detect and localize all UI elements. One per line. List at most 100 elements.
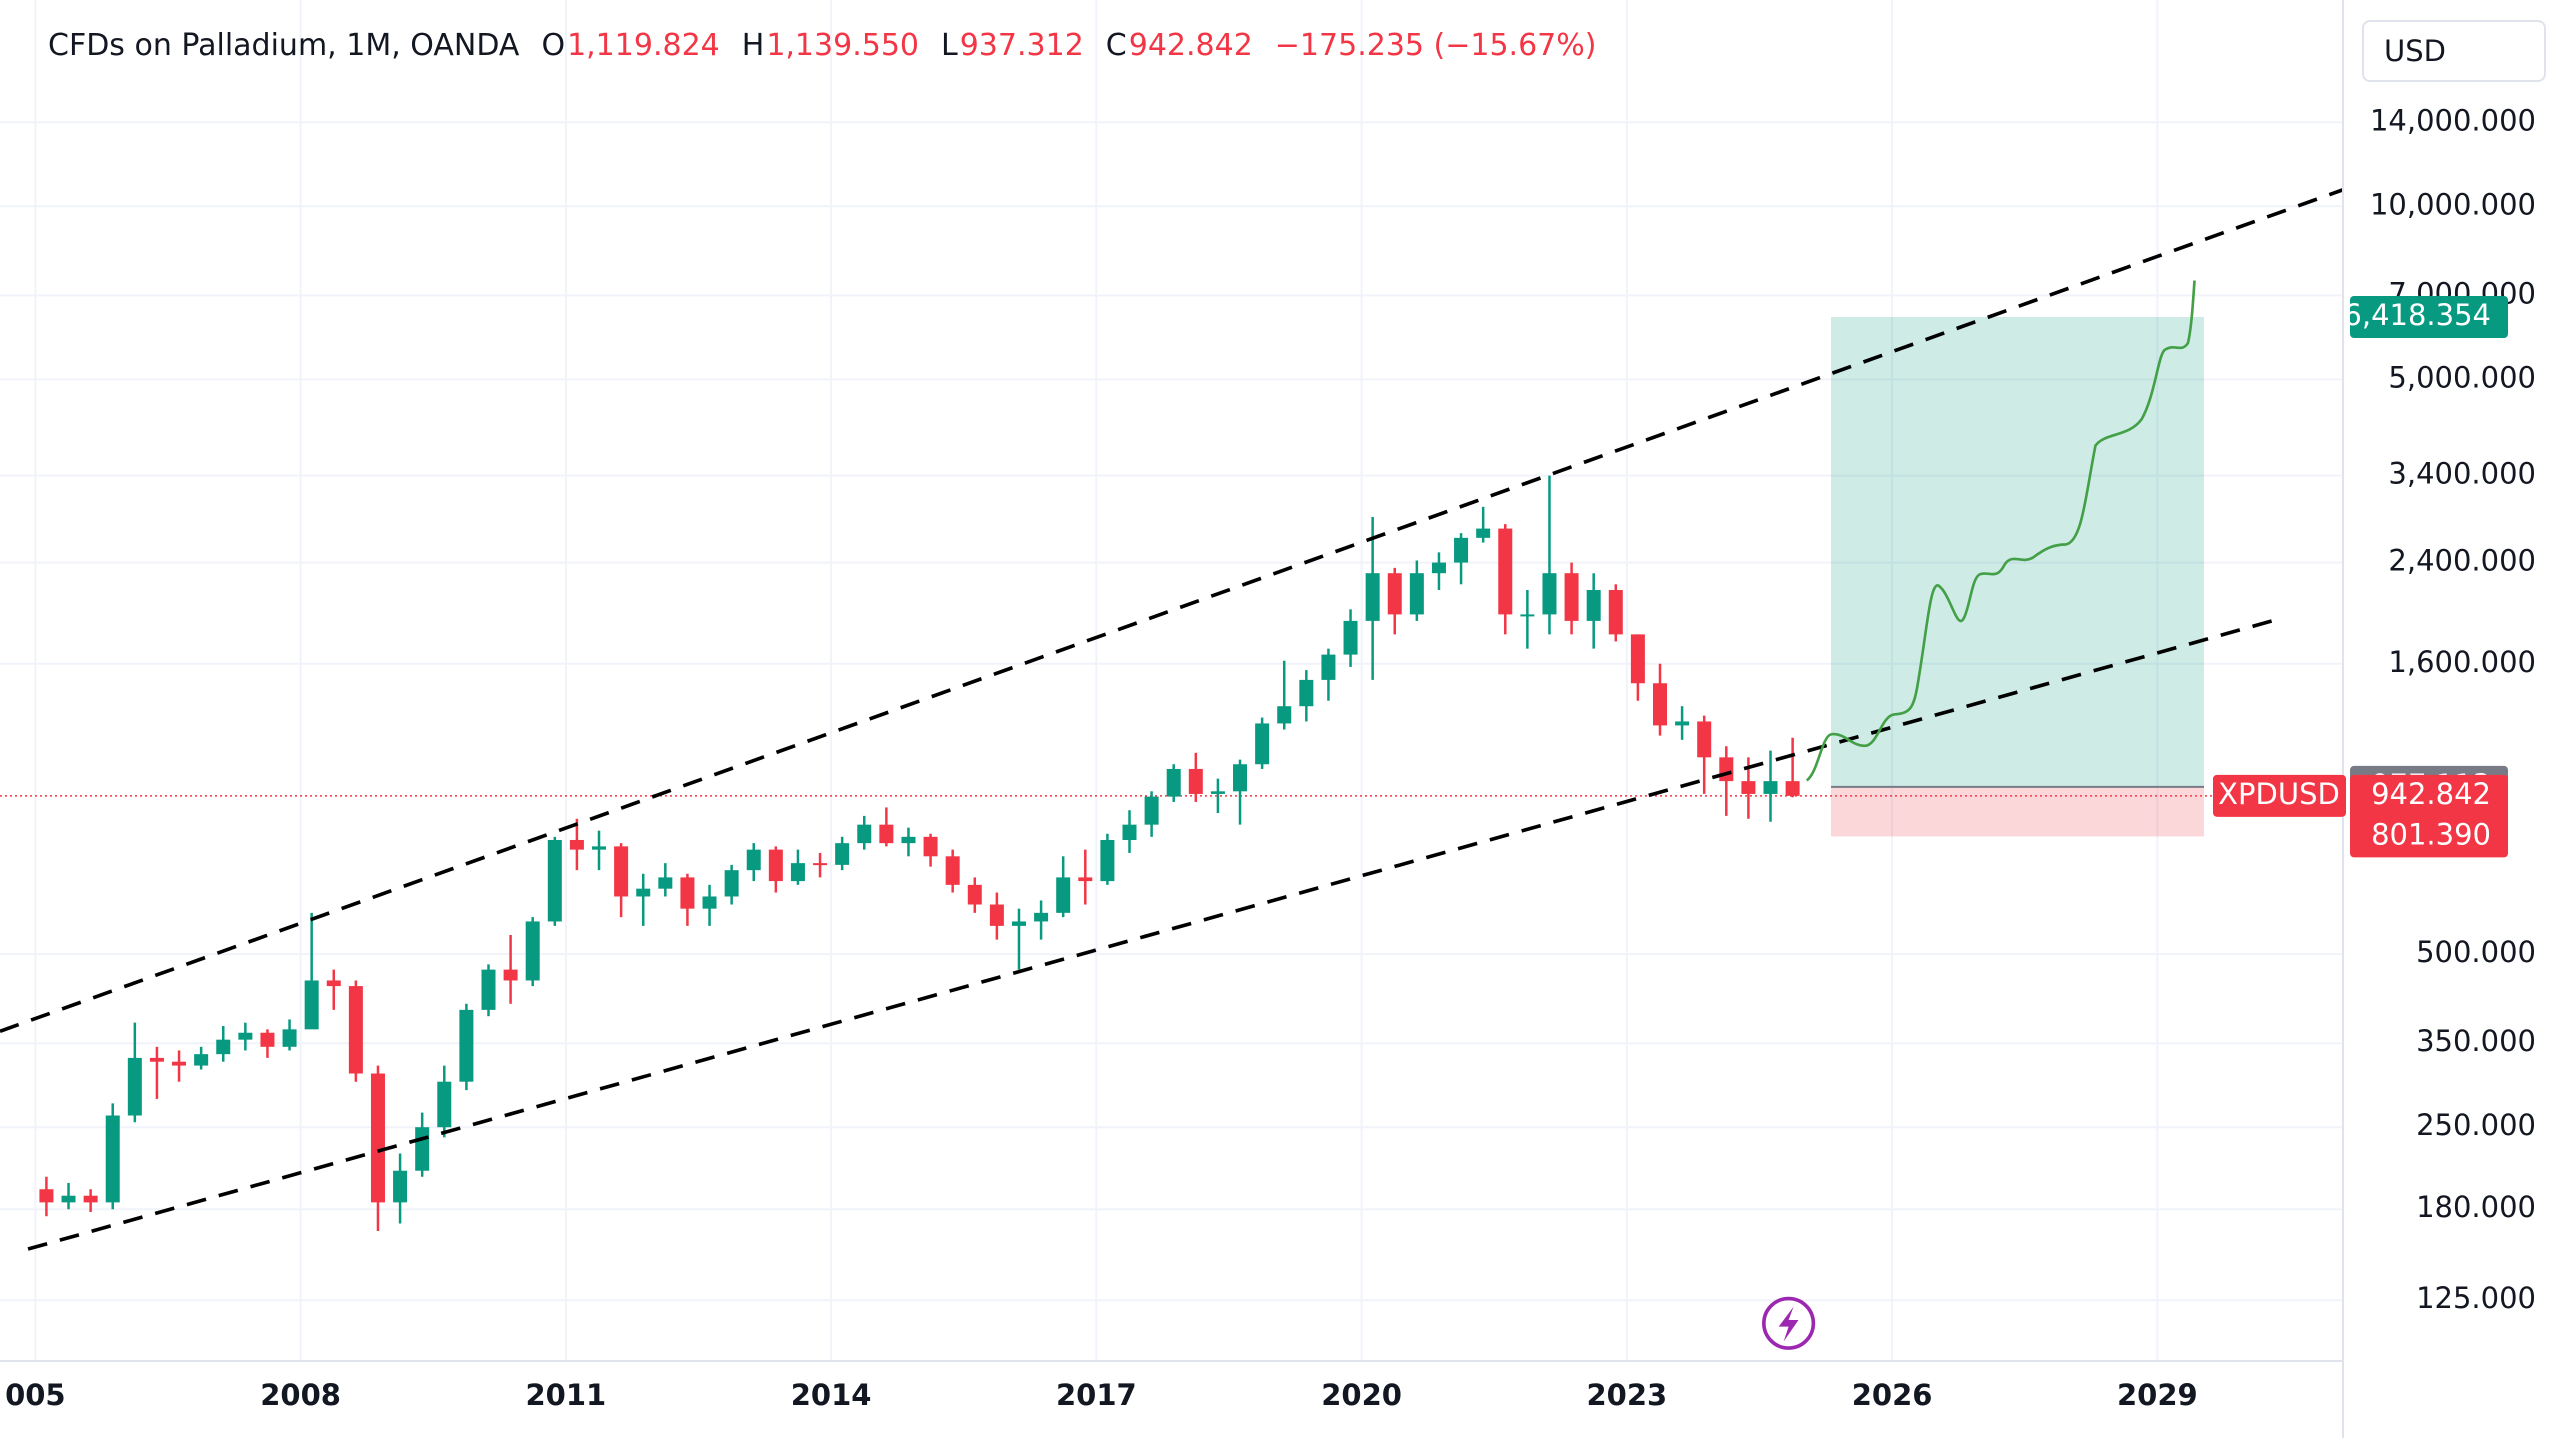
symbol-tag-box (2213, 774, 2346, 817)
candle-body (923, 836, 938, 857)
candle-body (1122, 824, 1137, 840)
candle-body (1520, 614, 1535, 617)
candle-body (813, 863, 828, 866)
candle-body (459, 1009, 474, 1082)
candle-body (967, 884, 982, 905)
candle-body (835, 843, 850, 865)
grid (0, 0, 2343, 1361)
candle-body (1056, 877, 1071, 913)
price-label: 942.842 (2371, 777, 2491, 811)
candle-body (1011, 921, 1026, 926)
candle-body (260, 1032, 275, 1047)
position-box (0, 316, 2343, 837)
candle-body (172, 1061, 187, 1066)
candle-body (1210, 791, 1225, 794)
candle-body (547, 839, 562, 922)
drawings (0, 188, 2344, 1350)
candle-body (1321, 654, 1336, 680)
candle-body (680, 877, 695, 909)
candle-body (348, 986, 363, 1074)
candle-body (39, 1189, 54, 1203)
ohlc-key: H (741, 28, 765, 63)
price-label: 801.390 (2371, 817, 2491, 851)
candle-body (790, 863, 805, 882)
candle-body (1431, 562, 1446, 574)
candle-body (857, 824, 872, 844)
candle-body (1255, 723, 1270, 765)
candle-body (1144, 796, 1159, 825)
y-tick-label: 1,600.000 (2388, 645, 2536, 679)
candle-body (1034, 912, 1049, 922)
candle-body (503, 969, 518, 981)
candle-body (614, 846, 629, 897)
candle-body (1476, 528, 1491, 538)
candles (39, 475, 1800, 1231)
x-tick-label: 2026 (1852, 1378, 1933, 1412)
upper-channel-line (0, 188, 2344, 1033)
symbol-tag: XPDUSD (2218, 777, 2340, 811)
candle-body (1409, 573, 1424, 615)
candle-body (1498, 528, 1513, 615)
candle-body (658, 877, 673, 889)
candle-body (216, 1039, 231, 1055)
candle-body (702, 896, 717, 909)
ohlc-value: 942.842 (1128, 28, 1253, 63)
candle-body (1608, 590, 1623, 635)
candle-body (1166, 768, 1181, 797)
candle-body (1564, 573, 1579, 621)
lightning-icon (1778, 1306, 1799, 1342)
candle-body (1586, 590, 1601, 621)
price-label-box (2350, 295, 2508, 338)
candle-body (768, 849, 783, 882)
legend-header: CFDs on Palladium, 1M, OANDA O1,119.824 H1… (48, 28, 1618, 63)
candle-body (1763, 781, 1778, 794)
y-tick-label: 125.000 (2416, 1281, 2536, 1315)
candle-body (1100, 839, 1115, 882)
candle-body (393, 1170, 408, 1203)
symbol-title: CFDs on Palladium, 1M, OANDA (48, 28, 520, 63)
candle-body (525, 921, 540, 981)
y-tick-label: 3,400.000 (2388, 457, 2536, 491)
candle-body (636, 888, 651, 897)
currency-button[interactable]: USD (2362, 20, 2546, 82)
candle-body (1299, 679, 1314, 707)
candle-body (326, 980, 341, 987)
x-tick-label: 2011 (525, 1378, 606, 1412)
candle-body (1343, 620, 1358, 655)
y-tick-label: 14,000.000 (2370, 103, 2536, 137)
candle-body (1675, 721, 1690, 726)
candle-body (481, 969, 496, 1010)
lower-channel-line (27, 618, 2275, 1251)
candle-body (238, 1032, 253, 1040)
price-label: 6,418.354 (2343, 298, 2491, 332)
x-tick-label: 2014 (791, 1378, 872, 1412)
y-tick-label: 10,000.000 (2370, 187, 2536, 221)
x-tick-label: 005 (5, 1378, 66, 1412)
candle-body (1387, 573, 1402, 615)
ohlc-value: 1,119.824 (567, 28, 720, 63)
y-tick-label: 500.000 (2416, 935, 2536, 969)
candle-body (1542, 573, 1557, 615)
ohlc-value: 937.312 (959, 28, 1084, 63)
candle-body (61, 1195, 76, 1203)
candle-body (83, 1195, 98, 1203)
target-zone (1831, 316, 2204, 787)
candle-body (1365, 573, 1380, 621)
x-tick-label: 2020 (1321, 1378, 1402, 1412)
candle-body (945, 856, 960, 885)
candle-body (1741, 781, 1756, 794)
y-tick-label: 180.000 (2416, 1190, 2536, 1224)
candle-body (127, 1057, 142, 1116)
candle-body (1233, 764, 1248, 792)
candle-body (149, 1057, 164, 1062)
candle-body (901, 836, 916, 844)
y-tick-label: 350.000 (2416, 1024, 2536, 1058)
candle-body (370, 1073, 385, 1203)
candle-body (282, 1029, 297, 1047)
ohlc-value: 1,139.550 (766, 28, 919, 63)
candle-body (1719, 757, 1734, 782)
candle-body (879, 824, 894, 844)
candle-body (105, 1115, 120, 1203)
candle-body (304, 980, 319, 1030)
